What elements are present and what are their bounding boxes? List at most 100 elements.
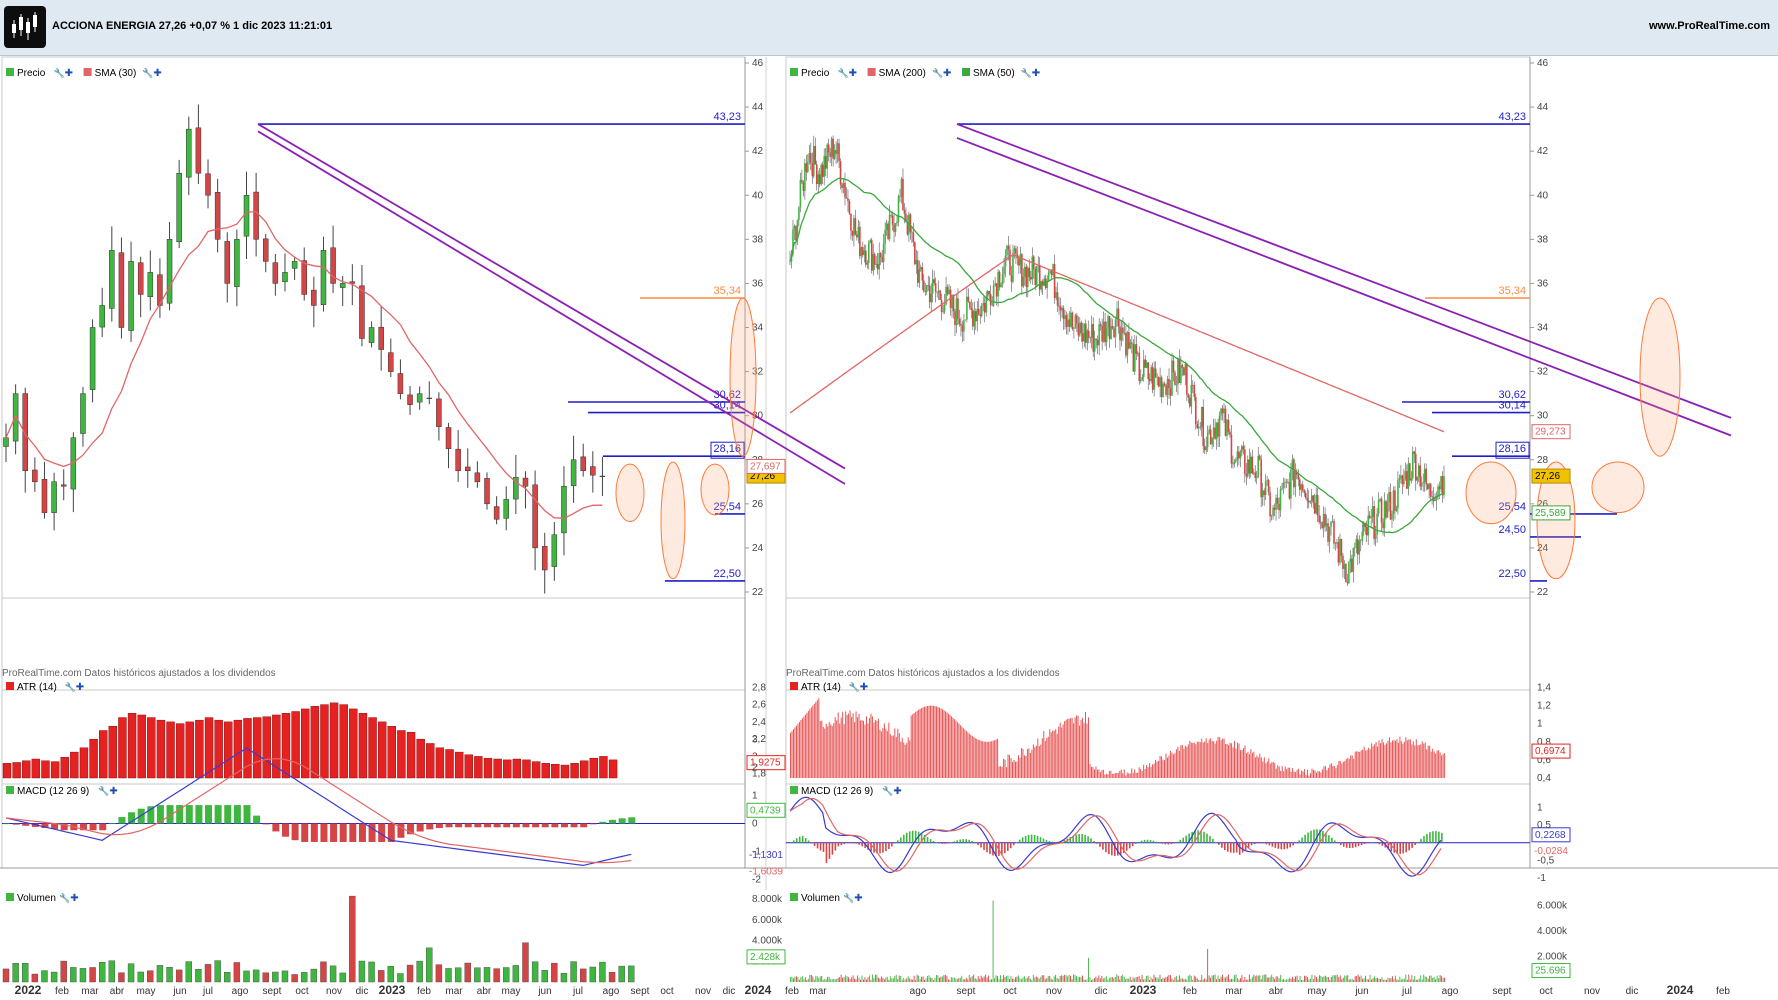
left-atr-bar	[310, 706, 320, 779]
right-candle	[1122, 327, 1124, 334]
right-volume-bar	[1338, 977, 1340, 982]
right-atr-bar	[1290, 771, 1292, 778]
prorealtime-logo-icon	[4, 6, 46, 48]
left-level-label: 22,50	[713, 568, 741, 580]
right-candle	[943, 304, 946, 312]
right-atr-bar	[1384, 744, 1386, 778]
right-volume-bar	[1387, 977, 1389, 982]
left-volume-wrench-icon: 🔧	[59, 892, 70, 903]
right-macd-hist-bar	[1084, 834, 1086, 843]
right-macd-hist-bar	[1102, 842, 1104, 850]
right-target-label: 35,34	[1498, 285, 1526, 297]
right-volume-bar	[1222, 974, 1223, 982]
right-macd-hist-bar	[1363, 842, 1366, 844]
right-atr-bar	[1318, 771, 1320, 778]
right-candle	[1038, 265, 1041, 290]
right-atr-bar	[1232, 747, 1234, 778]
right-price-tick-label: 30	[1537, 411, 1549, 422]
right-volume-bar	[1159, 974, 1161, 982]
left-volume-bar	[435, 964, 443, 983]
right-volume-bar	[937, 975, 939, 982]
right-volume-bar	[1134, 978, 1136, 982]
right-volume-bar	[1262, 975, 1264, 982]
right-candle	[1029, 276, 1032, 280]
left-macd-hist-bar	[310, 823, 318, 842]
right-volume-bar	[1263, 974, 1265, 982]
left-macd-hist-bar	[156, 805, 164, 824]
right-volume-bar	[1332, 975, 1334, 982]
right-volume-bar	[1435, 979, 1437, 982]
left-volume-bar	[156, 965, 164, 983]
right-atr-bar	[1225, 744, 1227, 778]
right-atr-bar	[1067, 718, 1069, 778]
right-candle	[1064, 315, 1066, 320]
right-atr-bar	[1415, 739, 1417, 778]
right-volume-bar	[1281, 979, 1283, 982]
left-time-tick-label: feb	[785, 986, 799, 997]
right-volume-bar	[1128, 978, 1130, 982]
right-volume-bar	[949, 979, 951, 982]
right-candle	[1264, 481, 1267, 495]
left-macd-hist-bar	[79, 823, 87, 831]
right-candle	[995, 283, 998, 297]
right-candle	[1052, 264, 1054, 276]
right-volume-bar	[928, 975, 930, 982]
left-candle	[60, 484, 67, 487]
right-macd-hist-bar	[828, 842, 831, 859]
right-candle	[1086, 330, 1089, 343]
right-candle	[1258, 455, 1261, 460]
right-macd-hist-bar	[989, 842, 991, 855]
right-volume-bar	[815, 976, 817, 982]
right-atr-bar	[909, 740, 911, 778]
right-candle	[1208, 429, 1210, 434]
left-candle	[301, 260, 307, 295]
right-atr-bar	[1089, 764, 1091, 778]
right-atr-bar	[792, 729, 794, 778]
right-candle	[1392, 490, 1395, 514]
right-candle	[1131, 342, 1133, 344]
right-atr-bar	[813, 703, 815, 778]
right-candle	[1012, 253, 1014, 282]
right-macd-hist-bar	[1117, 842, 1119, 856]
right-volume-bar	[1155, 977, 1156, 982]
right-atr-bar	[1381, 739, 1383, 778]
left-time-tick-label: mar	[809, 986, 827, 997]
right-candle	[948, 289, 950, 295]
right-volume-bar	[831, 979, 833, 982]
right-candle	[939, 290, 941, 300]
right-volume-bar	[1251, 976, 1253, 982]
right-price-plus-icon: ✚	[943, 68, 951, 79]
right-level-label: 22,50	[1498, 568, 1526, 580]
right-atr-bar	[903, 742, 905, 778]
right-atr-bar	[882, 727, 884, 778]
left-atr-bar	[70, 751, 79, 779]
right-trendline-upper	[956, 123, 1732, 419]
right-atr-bar	[1105, 773, 1107, 778]
right-candle	[1245, 473, 1248, 477]
right-volume-bar	[1163, 978, 1165, 982]
right-macd-hist-bar	[986, 842, 988, 853]
left-time-tick-label: jun	[172, 986, 186, 997]
right-volume-bar	[818, 978, 820, 982]
right-candle	[955, 298, 958, 326]
site-url[interactable]: www.ProRealTime.com	[1648, 20, 1770, 32]
right-volume-bar	[1190, 975, 1192, 982]
right-time-tick-label: dic	[1626, 986, 1639, 997]
right-price-wrench-icon: 🔧	[932, 67, 943, 78]
right-candle	[1438, 486, 1441, 490]
right-candle	[827, 144, 830, 153]
right-macd-hist-bar	[876, 842, 878, 854]
right-atr-bar	[970, 734, 972, 778]
right-atr-bar	[1189, 740, 1191, 778]
left-volume-bar	[137, 971, 144, 983]
right-volume-bar	[1143, 979, 1145, 982]
right-atr-bar	[1093, 769, 1095, 778]
left-macd-hist-bar	[166, 805, 174, 824]
left-candle	[137, 262, 144, 295]
right-volume-bar	[1302, 980, 1304, 982]
right-sma200-badge-label: 29,273	[1535, 427, 1566, 438]
left-atr-bar	[262, 716, 271, 779]
right-macd-hist-bar	[1140, 840, 1143, 843]
left-macd-hist-bar	[147, 806, 155, 824]
right-candle	[1134, 344, 1136, 372]
